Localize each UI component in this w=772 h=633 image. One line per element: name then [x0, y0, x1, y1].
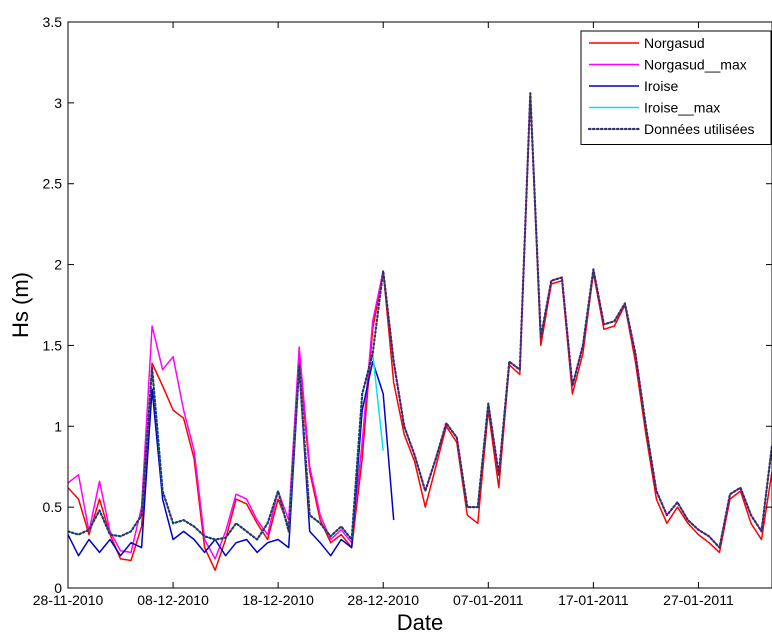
- y-tick-label: 2: [54, 257, 62, 273]
- y-tick-label: 3: [54, 95, 62, 111]
- y-tick-label: 1: [54, 418, 62, 434]
- x-axis-label: Date: [397, 610, 443, 633]
- x-tick-label: 28-11-2010: [33, 592, 104, 608]
- legend-label: Norgasud__max: [644, 57, 747, 73]
- x-tick-label: 28-12-2010: [347, 592, 419, 608]
- x-tick-label: 07-01-2011: [453, 592, 524, 608]
- legend-label: Iroise__max: [644, 100, 720, 116]
- series-line-0: [68, 94, 772, 571]
- legend: Norgasud Norgasud__max Iroise Iroise__max Do…: [580, 30, 772, 145]
- series-line-4: [68, 92, 772, 549]
- legend-label: Données utilisées: [644, 121, 755, 137]
- legend-label: Iroise: [644, 78, 678, 94]
- x-tick-label: 08-12-2010: [137, 592, 209, 608]
- plot-frame: [67, 21, 772, 589]
- y-tick-label: 0.5: [43, 499, 63, 515]
- x-tick-label: 27-01-2011: [663, 592, 734, 608]
- y-tick-label: 2.5: [43, 176, 63, 192]
- series-line-2: [68, 360, 395, 557]
- legend-box: [580, 30, 772, 145]
- y-tick-label: 1.5: [43, 337, 63, 353]
- x-tick-label: 18-12-2010: [242, 592, 314, 608]
- y-tick-label: 0: [54, 580, 62, 596]
- y-axis-ticks: 0 0.5 1 1.5 2 2.5 3 3.5: [43, 14, 772, 596]
- legend-label: Norgasud: [644, 35, 705, 51]
- y-tick-label: 3.5: [43, 14, 63, 30]
- series-layer: [68, 92, 772, 571]
- x-axis-ticks: 28-11-2010 08-12-2010 18-12-2010 28-12-2010…: [33, 22, 734, 608]
- x-tick-label: 17-01-2011: [558, 592, 629, 608]
- y-axis-label: Hs (m): [8, 272, 33, 338]
